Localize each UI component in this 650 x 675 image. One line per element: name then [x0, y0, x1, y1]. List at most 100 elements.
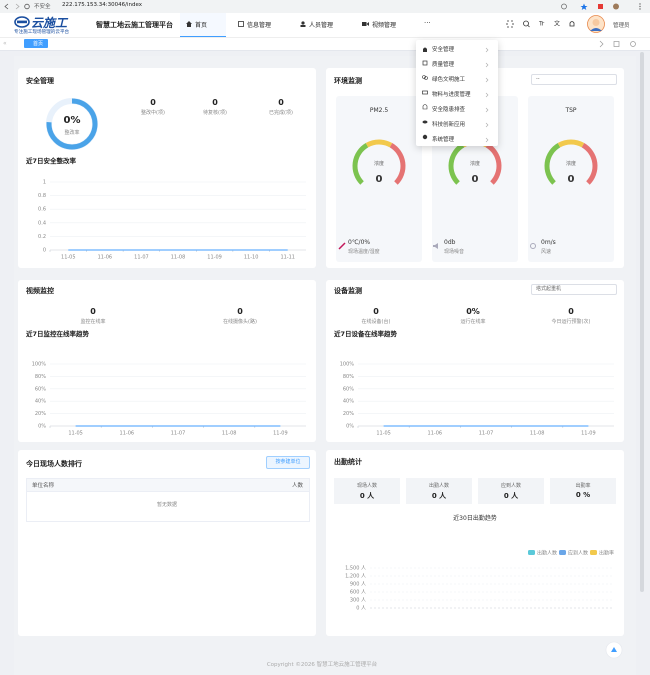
- gauge-name: TSP: [565, 107, 577, 114]
- svg-text:文: 文: [554, 20, 560, 28]
- menu-icons: [422, 47, 489, 143]
- menu-item[interactable]: 质量管理: [432, 62, 455, 68]
- y-tick-label: 900 人: [350, 582, 366, 588]
- x-tick-label: 11-09: [581, 431, 596, 437]
- empty-text: 暂无数据: [156, 502, 178, 508]
- nav-item[interactable]: 人员管理: [309, 22, 334, 29]
- video-card: 视频监控 0 监控在线率 0 在线摄像头(路) 近7日监控在线率趋势 0% 20%…: [18, 280, 316, 442]
- stat-value: 0 人: [503, 492, 519, 500]
- rate-label: 整改率: [64, 130, 80, 136]
- menu-item[interactable]: 物料与进度管理: [432, 92, 471, 98]
- y-tick-label: 0 人: [356, 606, 366, 612]
- gauge-value: 0: [375, 174, 383, 185]
- filter-button[interactable]: 按参建单位: [266, 456, 310, 469]
- stat-label: 监控在线率: [80, 319, 106, 325]
- y-tick-label: 40%: [343, 399, 354, 405]
- back-to-top[interactable]: [605, 641, 623, 659]
- nav-icon: [362, 22, 369, 26]
- line-chart: 0% 20% 40% 60% 80% 100% 11-05 11-06 11-07 11-08 11…: [340, 362, 614, 437]
- reading-value: 0m/s: [541, 239, 556, 246]
- stat-value: 0%: [466, 307, 480, 316]
- stat-value: 0: [212, 98, 218, 107]
- menu-item[interactable]: 系统管理: [432, 137, 455, 143]
- gauge-panel: [528, 96, 614, 262]
- browser-bar: 不安全 222.175.153.34:30046/index: [0, 0, 650, 13]
- y-tick-label: 20%: [35, 411, 46, 417]
- x-tick-label: 11-06: [120, 431, 135, 437]
- legend-label: 出勤率: [599, 550, 614, 557]
- nav-icon: [186, 21, 192, 27]
- legend-label: 出勤人数: [537, 550, 557, 557]
- stat-box: [550, 478, 616, 504]
- select[interactable]: 塔式起重机: [531, 284, 617, 295]
- x-tick-label: 11-11: [280, 255, 295, 261]
- avatar[interactable]: [587, 15, 605, 33]
- tab-label[interactable]: 首页: [33, 41, 44, 47]
- stat-value: 0 人: [431, 492, 447, 500]
- x-tick-label: 11-07: [171, 431, 186, 437]
- nav-item[interactable]: 信息管理: [247, 22, 272, 29]
- column-header: 单位名称: [32, 483, 55, 489]
- logo-text: 云施工: [31, 16, 68, 30]
- menu-item[interactable]: 绿色文明施工: [432, 77, 466, 83]
- reading-icon: [338, 242, 346, 250]
- stat-value: 0 人: [359, 492, 375, 500]
- menu-item[interactable]: 安全管理: [432, 47, 455, 53]
- line-chart: 0 0.2 0.4 0.6 0.8 1 11-05 11-06 11-07 11-08 11-09 1…: [38, 180, 306, 261]
- card-title: 今日现场人数排行: [26, 460, 82, 468]
- stat-label: 今日运行预警(次): [551, 319, 591, 325]
- card-title: 视频监控: [26, 287, 54, 295]
- legend-swatch: [559, 550, 566, 555]
- footer: Copyright ©2026 智慧工地云施工管理平台: [266, 662, 378, 668]
- menu-item[interactable]: 科技创新应用: [432, 122, 466, 128]
- reading-icon: [433, 243, 438, 249]
- x-tick-label: 11-09: [273, 431, 288, 437]
- tab-scroll-left[interactable]: «: [3, 40, 7, 47]
- user-name[interactable]: 管理员: [613, 23, 630, 29]
- browser-nav-icons: [4, 3, 30, 10]
- safety-card: 安全管理 0% 整改率 0 整改中(项) 0 待复核(项) 0 已完成(项) 近…: [18, 68, 316, 268]
- chart-title: 近7日设备在线率趋势: [334, 330, 398, 338]
- y-tick-label: 1: [43, 180, 46, 186]
- select[interactable]: --: [531, 74, 617, 85]
- reading-label: 风速: [541, 249, 552, 255]
- column-header: 人数: [292, 483, 304, 489]
- y-tick-label: 0%: [346, 424, 354, 430]
- x-tick-label: 11-06: [428, 431, 443, 437]
- nav-item[interactable]: 视频管理: [372, 22, 397, 29]
- stat-label: 出勤人数: [428, 483, 450, 489]
- line-chart: 出勤人数 应到人数 出勤率 0 人 300 人 600 人 900 人 1,200 人 1,50…: [345, 550, 614, 612]
- y-tick-label: 1,500 人: [345, 566, 366, 572]
- y-tick-label: 0.8: [38, 193, 46, 199]
- dropdown-menu: 安全管理 质量管理 绿色文明施工 物料与进度管理 安全隐患排查 科技创新应用 系…: [416, 40, 498, 146]
- card-title: 安全管理: [26, 77, 54, 85]
- menu-item[interactable]: 安全隐患排查: [432, 107, 466, 113]
- stat-label: 运行在线率: [460, 319, 486, 325]
- y-tick-label: 60%: [343, 386, 354, 392]
- y-tick-label: 1,200 人: [345, 574, 366, 580]
- stat-label: 应到人数: [500, 483, 522, 489]
- x-tick-label: 11-09: [207, 255, 222, 261]
- reading-label: 现场温度/湿度: [348, 249, 380, 255]
- table-header: [27, 479, 309, 492]
- reading-label: 现场噪音: [444, 249, 465, 255]
- chart-title: 近7日监控在线率趋势: [26, 330, 90, 338]
- browser-tool-icons: [561, 3, 641, 10]
- stat-value: 0 %: [575, 491, 591, 499]
- y-tick-label: 80%: [343, 374, 354, 380]
- y-tick-label: 0.2: [38, 234, 46, 240]
- y-tick-label: 0%: [38, 424, 46, 430]
- card-title: 设备监测: [334, 287, 362, 295]
- x-tick-label: 11-08: [171, 255, 186, 261]
- header-tool-icons: Tr 文: [506, 20, 575, 28]
- gauge-label: 浓度: [565, 161, 577, 167]
- card-title: 出勤统计: [334, 458, 362, 466]
- nav-more[interactable]: ···: [424, 19, 431, 27]
- nav-item[interactable]: 首页: [195, 22, 208, 29]
- tab-active[interactable]: [24, 39, 48, 48]
- scrollbar[interactable]: [640, 52, 644, 592]
- stat-label: 待复核(项): [203, 110, 227, 116]
- url[interactable]: 222.175.153.34:30046/index: [62, 2, 142, 8]
- chart-title: 近30日出勤趋势: [453, 515, 497, 522]
- security-label: 不安全: [34, 4, 51, 10]
